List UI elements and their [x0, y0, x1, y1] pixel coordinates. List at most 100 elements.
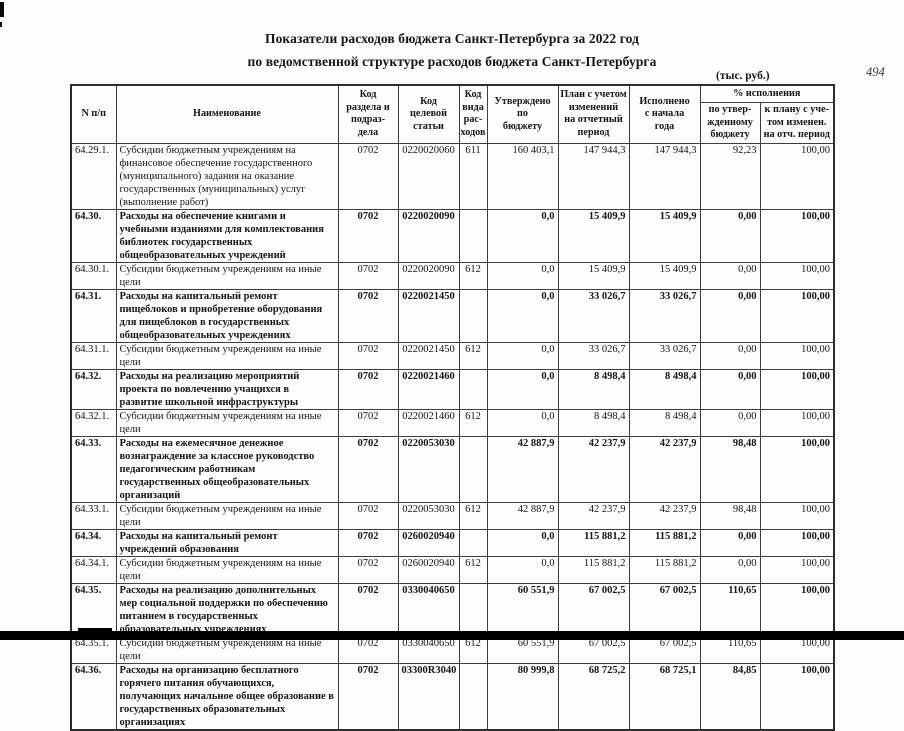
col-header-executed: Исполнено с начала года	[628, 84, 701, 144]
title-line-2: по ведомственной структуре расходов бюдж…	[247, 54, 657, 69]
row-target-code: 0220021450	[397, 288, 460, 343]
header-row-2: по утвер- жденному бюджету к плану с уче…	[71, 102, 835, 144]
row-section-code: 0702	[337, 528, 399, 557]
row-pct-plan: 100,00	[759, 528, 835, 557]
row-executed: 8 498,4	[628, 408, 701, 437]
table-row: 64.30.1. Субсидии бюджетным учреждениям …	[70, 261, 835, 290]
row-approved: 160 403,1	[486, 142, 559, 210]
row-approved: 0,0	[486, 288, 559, 343]
row-number: 64.29.1.	[70, 142, 117, 210]
row-pct-approved: 0,00	[699, 408, 761, 437]
row-executed: 33 026,7	[628, 288, 701, 343]
row-pct-approved: 0,00	[699, 208, 761, 263]
row-pct-plan: 100,00	[759, 341, 835, 370]
row-section-code: 0702	[337, 368, 399, 410]
row-plan: 15 409,9	[557, 208, 630, 263]
row-executed: 42 237,9	[628, 435, 701, 503]
row-name: Расходы на организацию бесплатного горяч…	[115, 662, 339, 730]
row-number: 64.30.	[70, 208, 117, 263]
row-plan: 8 498,4	[557, 408, 630, 437]
row-plan: 67 002,5	[557, 635, 630, 664]
table-row: 64.35. Расходы на реализацию дополнитель…	[70, 582, 835, 637]
row-target-code: 0220021450	[397, 341, 460, 370]
row-pct-plan: 100,00	[759, 142, 835, 210]
col-header-plan: План с учетом изменений на отчетный пери…	[557, 84, 630, 144]
row-target-code: 0260020940	[397, 555, 460, 584]
table-row: 64.32. Расходы на реализацию мероприятий…	[70, 368, 835, 410]
row-executed: 68 725,1	[628, 662, 701, 730]
row-expense-type-code	[458, 435, 488, 503]
row-name: Субсидии бюджетным учреждениям на иные ц…	[115, 555, 339, 584]
row-expense-type-code: 612	[458, 261, 488, 290]
row-name: Расходы на ежемесячное денежное вознагра…	[115, 435, 339, 503]
row-pct-approved: 98,48	[699, 435, 761, 503]
row-plan: 68 725,2	[557, 662, 630, 730]
row-plan: 42 237,9	[557, 501, 630, 530]
row-expense-type-code	[458, 208, 488, 263]
row-name: Расходы на капитальный ремонт учреждений…	[115, 528, 339, 557]
row-pct-approved: 92,23	[699, 142, 761, 210]
row-expense-type-code: 612	[458, 555, 488, 584]
row-section-code: 0702	[337, 435, 399, 503]
row-target-code: 0220020090	[397, 208, 460, 263]
col-header-target-code: Код целевой статьи	[397, 84, 460, 144]
scan-artifact-left-edge	[0, 22, 2, 27]
table-row: 64.31. Расходы на капитальный ремонт пищ…	[70, 288, 835, 343]
header-row-1: N п/п Наименование Код раздела и подраз-…	[70, 84, 835, 144]
row-section-code: 0702	[337, 142, 399, 210]
row-executed: 147 944,3	[628, 142, 701, 210]
row-expense-type-code: 612	[458, 501, 488, 530]
row-pct-approved: 110,65	[699, 635, 761, 664]
col-header-expense-type-code: Код вида рас- ходов	[458, 84, 488, 144]
col-header-pct-group: % исполнения	[699, 84, 835, 103]
table-row: 64.34.1. Субсидии бюджетным учреждениям …	[70, 555, 835, 584]
table-header: N п/п Наименование Код раздела и подраз-…	[70, 84, 835, 144]
row-executed: 67 002,5	[628, 635, 701, 664]
scan-artifact-bottom-bar	[0, 631, 904, 640]
row-approved: 0,0	[486, 528, 559, 557]
col-header-name: Наименование	[115, 84, 339, 144]
row-expense-type-code: 611	[458, 142, 488, 210]
row-approved: 0,0	[486, 368, 559, 410]
row-target-code: 0220020090	[397, 261, 460, 290]
row-executed: 15 409,9	[628, 261, 701, 290]
row-section-code: 0702	[337, 635, 399, 664]
row-approved: 0,0	[486, 555, 559, 584]
row-target-code: 0220020060	[397, 142, 460, 210]
row-number: 64.33.	[70, 435, 117, 503]
row-pct-approved: 0,00	[699, 261, 761, 290]
row-section-code: 0702	[337, 261, 399, 290]
row-executed: 15 409,9	[628, 208, 701, 263]
row-target-code: 0330040650	[397, 635, 460, 664]
col-header-num: N п/п	[70, 84, 117, 144]
row-target-code: 0330040650	[397, 582, 460, 637]
row-section-code: 0702	[337, 582, 399, 637]
row-number: 64.31.	[70, 288, 117, 343]
scan-artifact-bottom-step	[78, 628, 112, 633]
row-expense-type-code	[458, 662, 488, 730]
row-pct-plan: 100,00	[759, 288, 835, 343]
col-header-section-code: Код раздела и подраз- дела	[337, 84, 399, 144]
row-approved: 60 551,9	[486, 635, 559, 664]
col-header-pct-approved: по утвер- жденному бюджету	[699, 102, 761, 144]
row-section-code: 0702	[337, 341, 399, 370]
table-row: 64.30. Расходы на обеспечение книгами и …	[70, 208, 835, 263]
row-pct-approved: 84,85	[699, 662, 761, 730]
row-executed: 33 026,7	[628, 341, 701, 370]
page-number: 494	[866, 65, 885, 79]
row-pct-plan: 100,00	[759, 501, 835, 530]
scan-artifact-top-left	[0, 2, 4, 17]
row-plan: 15 409,9	[557, 261, 630, 290]
row-plan: 8 498,4	[557, 368, 630, 410]
row-target-code: 03300R3040	[397, 662, 460, 730]
col-header-pct-plan: к плану с уче- том изменен. на отч. пери…	[759, 102, 835, 144]
row-target-code: 0220021460	[397, 408, 460, 437]
row-pct-plan: 100,00	[759, 435, 835, 503]
row-number: 64.34.1.	[70, 555, 117, 584]
row-approved: 0,0	[486, 408, 559, 437]
row-pct-plan: 100,00	[759, 555, 835, 584]
row-name: Субсидии бюджетным учреждениям на иные ц…	[115, 501, 339, 530]
row-pct-plan: 100,00	[759, 582, 835, 637]
row-number: 64.31.1.	[70, 341, 117, 370]
